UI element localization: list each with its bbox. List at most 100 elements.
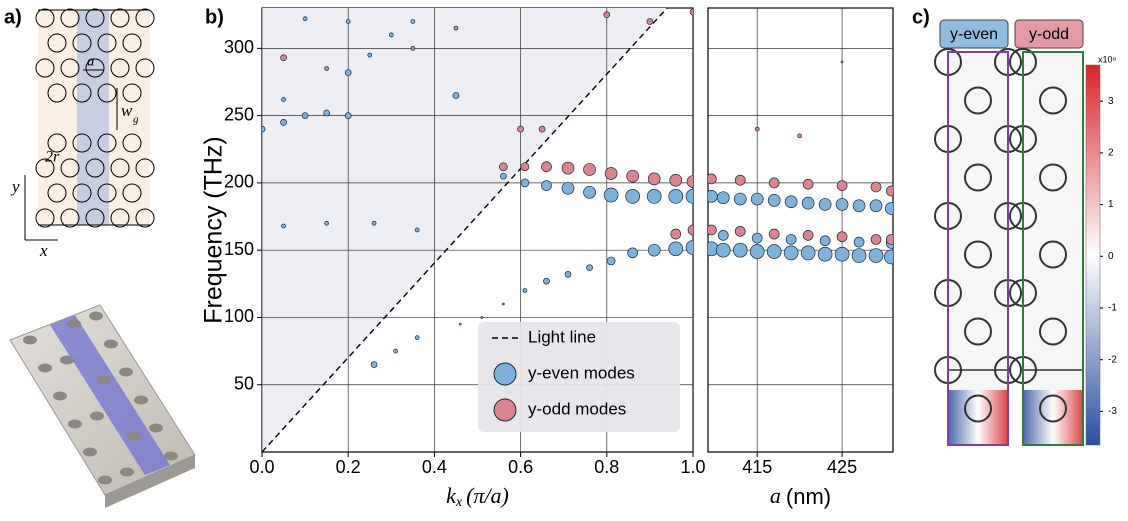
hole — [23, 335, 37, 345]
hole — [60, 158, 80, 178]
hole — [60, 8, 80, 28]
hole — [1039, 317, 1067, 346]
field-map — [948, 52, 1008, 445]
colorbar-tick-label: -1 — [1108, 303, 1117, 314]
hole — [72, 133, 92, 153]
plot-area — [708, 8, 893, 452]
mode-bubble — [754, 126, 760, 132]
hole — [85, 8, 105, 28]
mode-bubble — [324, 220, 329, 226]
hole — [97, 83, 117, 103]
hole — [964, 240, 992, 269]
mode-bubble — [414, 227, 420, 233]
hole — [164, 451, 178, 461]
mode-bubble — [371, 220, 377, 226]
field-glow — [948, 390, 1008, 445]
mode-bubble — [750, 192, 764, 206]
mode-bubble — [502, 302, 505, 306]
x-axis-label-part: a — [770, 483, 781, 508]
mode-bubble — [345, 19, 351, 24]
mode-bubble — [647, 172, 661, 186]
mode-bubble — [281, 223, 286, 229]
mode-bubble — [367, 52, 373, 58]
x-tick-label: 1.0 — [680, 457, 705, 477]
hole — [35, 58, 55, 78]
mode-bubble — [586, 264, 593, 272]
plot-area — [262, 8, 693, 452]
mode-bubble — [262, 125, 266, 133]
hole — [60, 355, 74, 365]
mode-bubble — [834, 246, 850, 262]
x-tick-label: 425 — [827, 457, 857, 477]
mode-bubble — [836, 231, 848, 243]
mode-bubble — [851, 248, 867, 263]
colorbar-tick-label: 0 — [1108, 251, 1114, 262]
x-axis-label-part: (nm) — [786, 484, 831, 509]
mode-bubble — [583, 163, 596, 176]
mode-bubble — [716, 191, 730, 205]
mode-bubble — [853, 236, 865, 248]
hole — [90, 411, 104, 421]
hole — [60, 208, 80, 228]
panel-label: a) — [4, 6, 22, 28]
hole — [67, 319, 81, 329]
mode-tag-label: y-odd — [1029, 26, 1069, 43]
mode-tag — [939, 19, 1009, 49]
mode-bubble — [522, 288, 528, 293]
colorbar-tick-label: 3 — [1108, 96, 1114, 107]
legend-box — [478, 322, 680, 432]
mode-bubble — [708, 173, 717, 185]
mode-bubble — [687, 224, 693, 236]
x-axis-label-part: x — [455, 495, 463, 510]
hole — [127, 431, 141, 441]
hole — [47, 83, 67, 103]
y-tick-label: 300 — [224, 37, 254, 57]
lattice-label: 2r — [45, 149, 60, 166]
mode-bubble — [538, 125, 546, 133]
mode-bubble — [564, 271, 572, 278]
mode-bubble — [819, 235, 831, 247]
mode-bubble — [280, 54, 287, 62]
mode-bubble — [802, 178, 814, 190]
mode-bubble — [870, 181, 882, 193]
y-tick-label: 100 — [224, 306, 254, 326]
colorbar-tick-label: 1 — [1108, 199, 1114, 210]
mode-bubble — [606, 256, 616, 266]
mode-bubble — [561, 161, 575, 175]
mode-bubble — [583, 185, 596, 199]
mode-bubble — [520, 178, 530, 188]
mode-bubble — [388, 32, 394, 38]
mode-bubble — [561, 181, 575, 195]
hole — [85, 158, 105, 178]
x-tick-label: 0.4 — [422, 457, 447, 477]
mode-bubble — [835, 198, 849, 211]
legend-label: Light line — [528, 327, 596, 346]
mode-tag-label: y-even — [950, 26, 998, 43]
mode-bubble — [541, 161, 552, 173]
hole — [110, 8, 130, 28]
mode-bubble — [715, 242, 731, 258]
hole — [122, 183, 142, 203]
x-axis-label: kx (π/a) — [446, 483, 509, 510]
axis-label: y — [10, 177, 20, 196]
hole — [47, 133, 67, 153]
mode-bubble — [393, 348, 398, 354]
hole — [89, 311, 103, 321]
mode-bubble — [458, 322, 462, 326]
mode-bubble — [801, 196, 815, 210]
hole — [97, 33, 117, 53]
colorbar-tick-label: 2 — [1108, 148, 1114, 159]
legend-bubble — [493, 398, 517, 422]
mode-bubble — [604, 167, 618, 180]
hole — [72, 183, 92, 203]
mode-bubble — [647, 243, 661, 257]
x-tick-label: 0.8 — [594, 457, 619, 477]
mode-bubble — [708, 224, 717, 236]
mode-bubble — [646, 189, 662, 204]
mode-bubble — [884, 202, 893, 215]
y-tick-label: 150 — [224, 239, 254, 259]
slab-3d — [9, 304, 196, 508]
field-frame — [1022, 51, 1084, 446]
mode-bubble — [785, 234, 797, 245]
hole — [120, 467, 134, 477]
